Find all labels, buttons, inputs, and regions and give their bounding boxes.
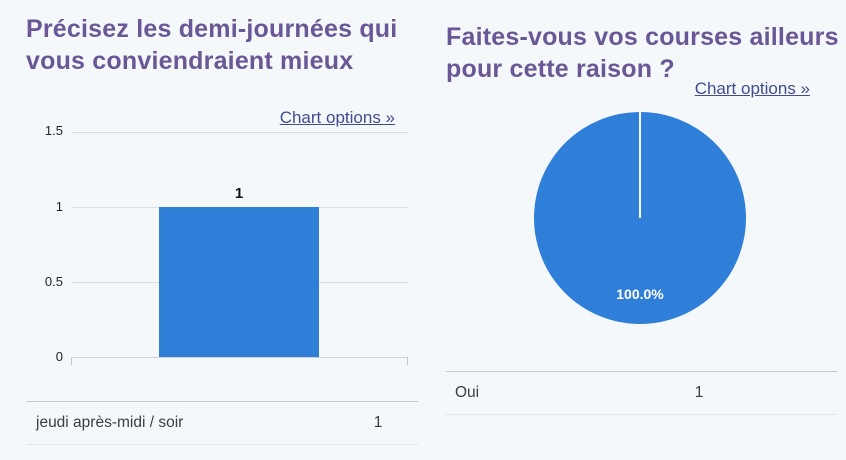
pie-percentage-label: 100.0%	[616, 286, 664, 302]
stats-table-row-right: Oui 1	[446, 371, 837, 415]
pie-chart: 100.0%	[534, 112, 746, 324]
bar-segment	[159, 207, 319, 357]
chart-options-left: Chart options »	[26, 108, 395, 128]
answer-count: 1	[373, 414, 383, 431]
x-axis-baseline	[71, 357, 408, 358]
chart-options-link-left[interactable]: Chart options »	[279, 108, 395, 127]
answer-label: Oui	[455, 384, 480, 401]
chart-options-link-right[interactable]: Chart options »	[694, 79, 810, 98]
y-tick-1-5: 1.5	[44, 123, 63, 138]
y-tick-1: 1	[55, 199, 63, 214]
pie-slice-divider	[639, 112, 641, 218]
y-tick-0-5: 0.5	[44, 274, 63, 289]
question-title-left: Précisez les demi-journées qui vous conv…	[26, 15, 398, 75]
chart-options-right: Chart options »	[446, 79, 810, 99]
stats-table-row-left: jeudi après-midi / soir 1	[26, 401, 418, 445]
answer-count: 1	[694, 384, 704, 401]
axis-end-tick-left	[71, 357, 72, 365]
bar-value-label: 1	[234, 185, 244, 202]
gridline-1-5	[71, 132, 408, 133]
y-tick-0: 0	[55, 349, 63, 364]
axis-end-tick-right	[407, 357, 408, 365]
question-title-right: Faites-vous vos courses ailleurs pour ce…	[446, 23, 839, 83]
answer-label: jeudi après-midi / soir	[36, 414, 184, 431]
